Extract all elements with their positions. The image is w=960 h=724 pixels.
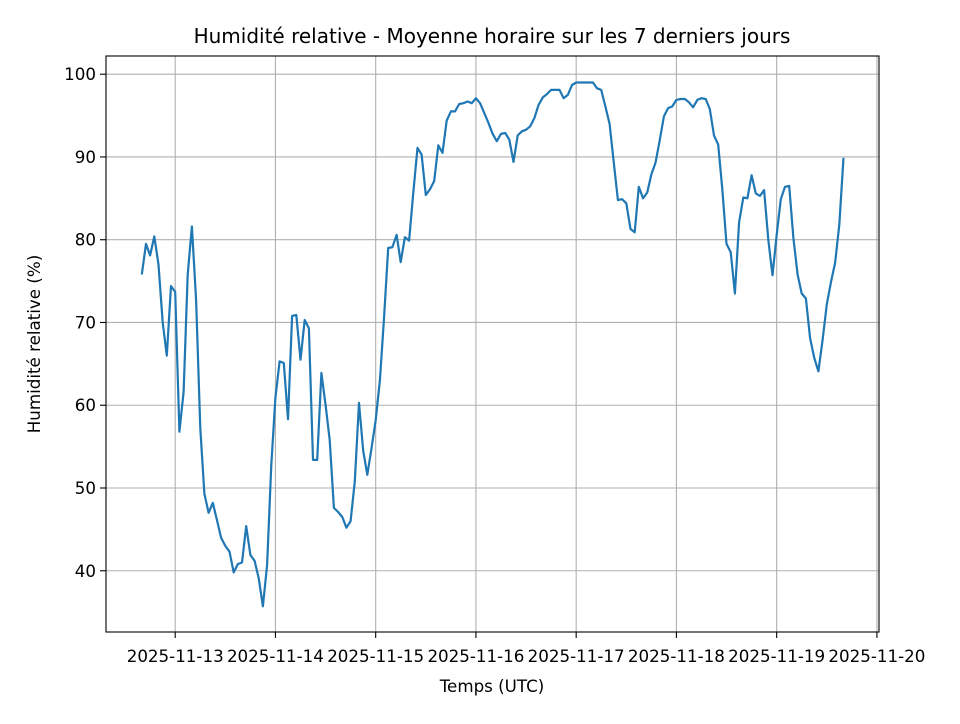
y-tick-label: 50: [75, 478, 96, 498]
x-tick-label: 2025-11-17: [528, 646, 625, 666]
y-axis-label: Humidité relative (%): [24, 255, 44, 434]
x-axis-label: Temps (UTC): [439, 676, 545, 696]
chart-title: Humidité relative - Moyenne horaire sur …: [194, 24, 791, 48]
y-tick-label: 80: [75, 230, 96, 250]
y-tick-label: 40: [75, 561, 96, 581]
x-tick-label: 2025-11-13: [127, 646, 224, 666]
y-tick-label: 60: [75, 395, 96, 415]
x-tick-label: 2025-11-20: [828, 646, 925, 666]
y-tick-label: 90: [75, 147, 96, 167]
x-tick-label: 2025-11-15: [327, 646, 424, 666]
y-tick-label: 100: [64, 64, 96, 84]
x-tick-label: 2025-11-14: [227, 646, 324, 666]
x-tick-label: 2025-11-18: [628, 646, 725, 666]
x-tick-label: 2025-11-16: [427, 646, 524, 666]
y-tick-label: 70: [75, 312, 96, 332]
x-tick-label: 2025-11-19: [728, 646, 825, 666]
